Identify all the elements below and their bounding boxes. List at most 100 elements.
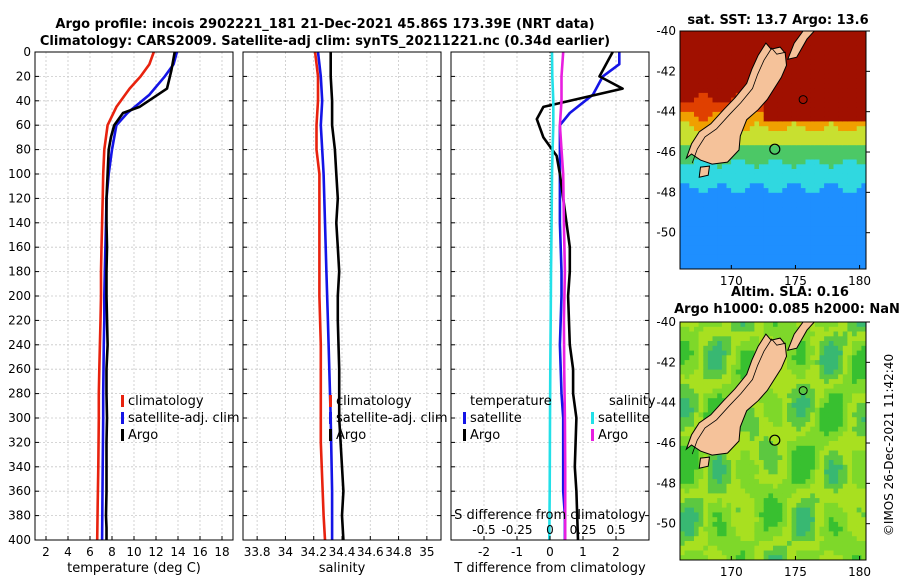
map-cell	[810, 383, 816, 390]
map-cell	[828, 341, 834, 347]
map-cell	[800, 131, 806, 137]
map-cell	[684, 169, 690, 175]
map-cell	[749, 254, 755, 260]
map-cell	[698, 545, 704, 551]
map-cell	[759, 131, 765, 137]
map-cell	[773, 159, 779, 165]
map-cell	[805, 230, 811, 237]
series-climatology	[313, 51, 327, 541]
map-cell	[796, 164, 802, 170]
map-cell	[768, 131, 774, 137]
map-cell	[814, 250, 820, 256]
map-cell	[712, 536, 718, 542]
map-cell	[800, 541, 806, 547]
map-cell	[749, 126, 755, 132]
map-cell	[833, 40, 839, 46]
map-cell	[828, 498, 834, 504]
map-cell	[819, 131, 825, 137]
map-cell	[824, 383, 830, 390]
map-cell	[740, 326, 746, 332]
map-cell	[694, 88, 700, 94]
map-cell	[828, 531, 834, 537]
map-cell	[847, 216, 853, 222]
map-cell	[759, 226, 765, 232]
map-cell	[791, 73, 797, 79]
map-cell	[810, 31, 816, 37]
map-cell	[782, 550, 788, 556]
map-frame	[679, 30, 867, 270]
map-cell	[838, 254, 844, 260]
map-cell	[749, 507, 755, 513]
map-cell	[735, 345, 741, 351]
map-cell	[773, 517, 779, 523]
map-cell	[791, 35, 797, 41]
map-cell	[805, 350, 811, 356]
map-cell	[796, 88, 802, 94]
map-cell	[800, 169, 806, 175]
map-cell	[726, 474, 732, 480]
map-cell	[856, 83, 862, 89]
map-cell	[838, 259, 844, 265]
map-cell	[698, 336, 704, 342]
map-cell	[814, 502, 820, 509]
map-cell	[703, 531, 709, 537]
map-cell	[740, 341, 746, 347]
map-cell	[721, 517, 727, 523]
map-cell	[861, 230, 866, 237]
map-cell	[749, 59, 755, 65]
map-cell	[824, 498, 830, 504]
map-cell	[735, 254, 741, 260]
map-cell	[773, 545, 779, 551]
map-cell	[759, 188, 765, 194]
x-top-tick-label: 0.25	[570, 523, 597, 537]
map-cell	[805, 111, 811, 118]
map-cell	[787, 512, 793, 518]
map-cell	[689, 521, 695, 528]
map-cell	[861, 226, 866, 232]
map-cell	[824, 107, 830, 113]
map-cell	[824, 245, 830, 251]
map-cell	[749, 45, 755, 51]
map-cell	[861, 159, 866, 165]
map-cell	[861, 78, 866, 84]
map-cell	[694, 545, 700, 551]
map-cell	[787, 517, 793, 523]
map-cell	[726, 245, 732, 251]
map-cell	[796, 345, 802, 351]
map-cell	[684, 474, 690, 480]
map-cell	[745, 202, 751, 208]
map-cell	[689, 164, 695, 170]
map-cell	[824, 341, 830, 347]
map-cell	[773, 126, 779, 132]
map-cell	[782, 188, 788, 194]
map-cell	[856, 150, 862, 156]
map-cell	[712, 364, 718, 370]
map-cell	[684, 431, 690, 437]
map-cell	[735, 169, 741, 175]
map-cell	[805, 54, 811, 60]
map-cell	[805, 264, 811, 269]
map-cell	[782, 402, 788, 409]
map-cell	[796, 92, 802, 99]
map-cell	[763, 512, 769, 518]
map-cell	[824, 35, 830, 41]
map-cell	[777, 102, 783, 108]
map-cell	[838, 221, 844, 227]
map-cell	[735, 479, 741, 485]
map-cell	[782, 40, 788, 46]
map-cell	[838, 69, 844, 75]
y-tick-label: 180	[8, 265, 31, 279]
map-cell	[796, 541, 802, 547]
map-cell	[838, 207, 844, 213]
map-cell	[791, 417, 797, 423]
map-cell	[735, 350, 741, 356]
map-cell	[754, 507, 760, 513]
map-cell	[754, 521, 760, 528]
map-cell	[745, 502, 751, 509]
map-cell	[852, 88, 858, 94]
map-cell	[787, 45, 793, 51]
map-cell	[768, 159, 774, 165]
map-cell	[782, 517, 788, 523]
map-cell	[721, 173, 727, 179]
